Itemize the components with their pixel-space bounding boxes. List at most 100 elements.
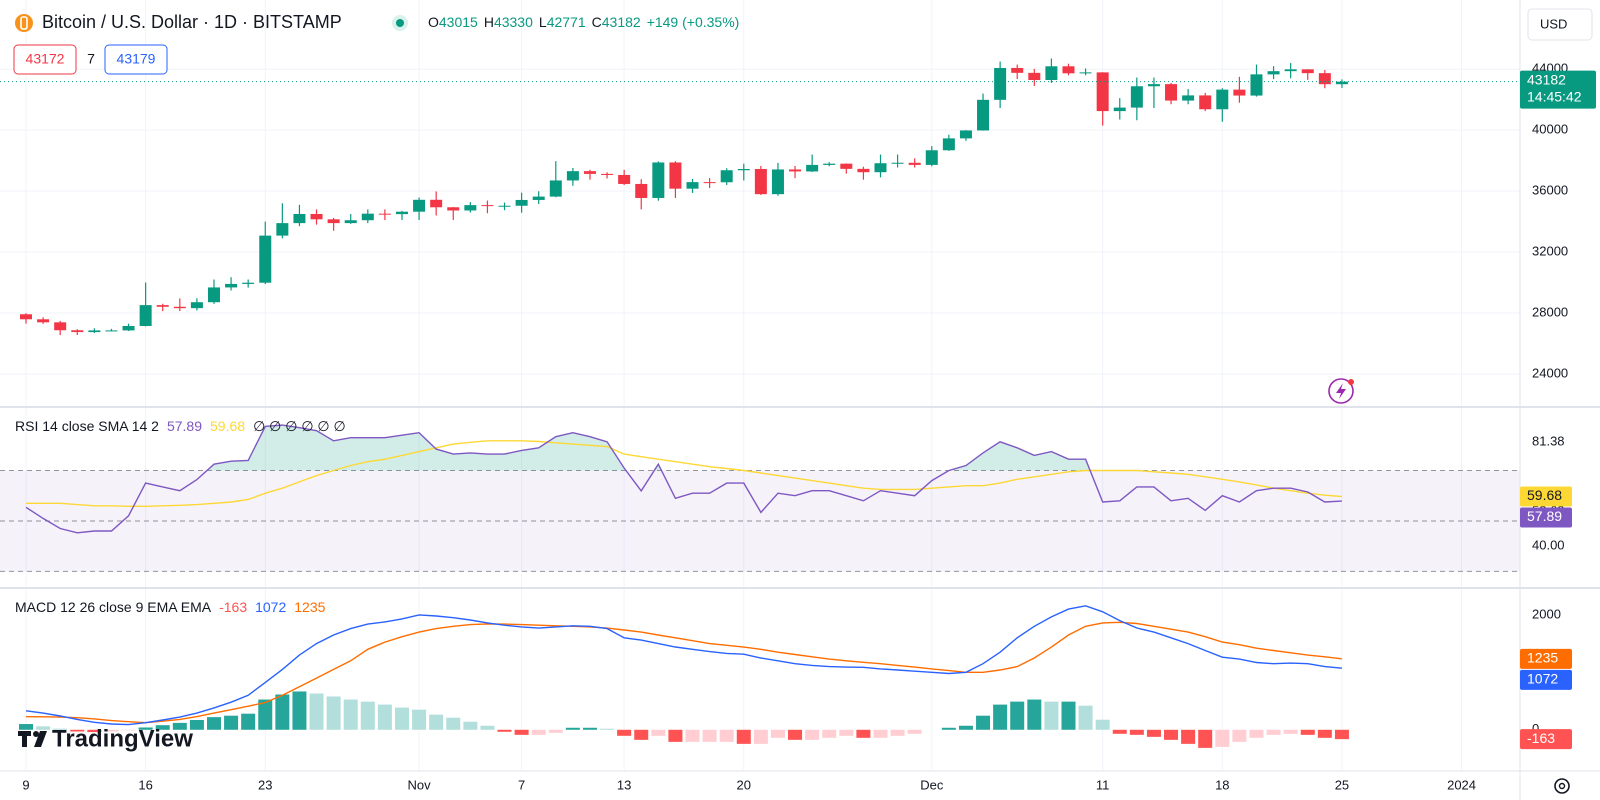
candle-body [959, 130, 972, 139]
candle-body [635, 183, 648, 198]
value-badge [1520, 486, 1572, 507]
ask-box[interactable] [104, 44, 168, 75]
coin-icon-glyph [20, 16, 28, 30]
value-badge-label: 1072 [1527, 671, 1558, 687]
candle-body [977, 99, 990, 131]
histogram-bar [36, 726, 51, 730]
rsi-legend: RSI 14 close SMA 14 2 57.89 59.68 ∅ ∅ ∅ ∅ ∅… [15, 418, 346, 434]
x-tick-label: 16 [138, 777, 152, 792]
histogram-bar [258, 699, 273, 730]
histogram-bar [172, 722, 187, 730]
logo-part [33, 731, 39, 737]
histogram-bar [412, 709, 427, 730]
candle-body [1079, 72, 1092, 74]
y-tick-label: 32000 [1532, 244, 1568, 259]
histogram-bar [1232, 729, 1247, 742]
candle-body [789, 169, 802, 172]
histogram-bar [873, 729, 888, 738]
candle-body [1062, 66, 1075, 74]
rsi-title: RSI 14 close SMA 14 2 [15, 418, 159, 434]
candle-body [327, 219, 340, 224]
x-tick-label: 23 [258, 777, 272, 792]
histogram-bar [1129, 729, 1144, 735]
bid-box[interactable] [13, 44, 77, 75]
candle-body [686, 182, 699, 189]
candle-body [447, 207, 460, 211]
candle-body [1147, 84, 1160, 87]
x-tick-label: Nov [408, 777, 432, 792]
y-tick-label: 40000 [1532, 122, 1568, 137]
histogram-bar [1146, 729, 1161, 737]
histogram-bar [155, 725, 170, 730]
candle-body [1113, 107, 1126, 112]
y-tick-label: 81.38 [1532, 433, 1565, 448]
price-change: +149 (+0.35%) [647, 14, 740, 30]
macd-value: 1072 [255, 599, 286, 615]
candle-body [173, 306, 186, 309]
histogram-bar [1317, 729, 1332, 738]
candle-body [942, 138, 955, 151]
candle-body [566, 171, 579, 181]
candle-body [361, 213, 374, 221]
value-badge-label: 59.68 [1527, 487, 1562, 503]
candle-body [1045, 66, 1058, 81]
candle-body [1182, 95, 1195, 101]
candle-body [344, 220, 357, 224]
candle-body [652, 162, 665, 198]
candle-body [806, 164, 819, 172]
value-badge [1520, 648, 1572, 669]
candle-body [771, 169, 784, 195]
price-badge [1520, 70, 1596, 109]
brand-logo[interactable]: TradingView [18, 725, 193, 752]
value-badge-label: 57.89 [1527, 508, 1562, 524]
histogram-bar [1061, 701, 1076, 730]
candle-body [908, 162, 921, 165]
candle-body [88, 330, 101, 333]
currency-button[interactable] [1527, 8, 1593, 41]
candle-body [156, 305, 169, 307]
value-badge [1520, 507, 1572, 528]
candle-body [413, 199, 426, 212]
candle-body [481, 205, 494, 207]
histogram-bar [1078, 705, 1093, 730]
settings-icon[interactable] [1554, 778, 1570, 794]
candle-body [1301, 69, 1314, 74]
macd-legend: MACD 12 26 close 9 EMA EMA -163 1072 1235 [15, 599, 326, 615]
x-tick-label: Dec [920, 777, 944, 792]
candle-body [122, 325, 135, 331]
ohlc-value: 43330 [494, 14, 533, 30]
histogram-bar [87, 729, 102, 733]
ohlc-label: C [592, 14, 602, 30]
histogram-bar [309, 693, 324, 730]
histogram-bar [1095, 719, 1110, 730]
candle-body [378, 213, 391, 215]
value-badge-label: 1235 [1527, 650, 1558, 666]
candle-body [703, 182, 716, 184]
candle-body [190, 302, 203, 309]
candle-body [395, 211, 408, 215]
candle-body [1165, 84, 1178, 101]
histogram-bar [446, 717, 461, 730]
candle-body [601, 173, 614, 175]
symbol-title[interactable]: Bitcoin / U.S. Dollar · 1D · BITSTAMP [42, 12, 342, 32]
ohlc-value: 42771 [547, 14, 586, 30]
histogram-bar [753, 729, 768, 744]
ohlc-label: O [428, 14, 439, 30]
candle-body [754, 169, 767, 195]
candle-body [1284, 69, 1297, 72]
value-badge [1520, 669, 1572, 690]
histogram-bar [531, 729, 546, 735]
histogram-bar [805, 729, 820, 740]
candle-body [293, 213, 306, 224]
histogram-bar [1044, 701, 1059, 730]
currency-label: USD [1540, 16, 1567, 31]
histogram-bar [1198, 729, 1213, 748]
histogram-bar [976, 715, 991, 730]
histogram-bar [104, 729, 119, 732]
candle-body [1233, 89, 1246, 96]
y-tick-label: 24000 [1532, 365, 1568, 380]
x-tick-label: 18 [1215, 777, 1229, 792]
